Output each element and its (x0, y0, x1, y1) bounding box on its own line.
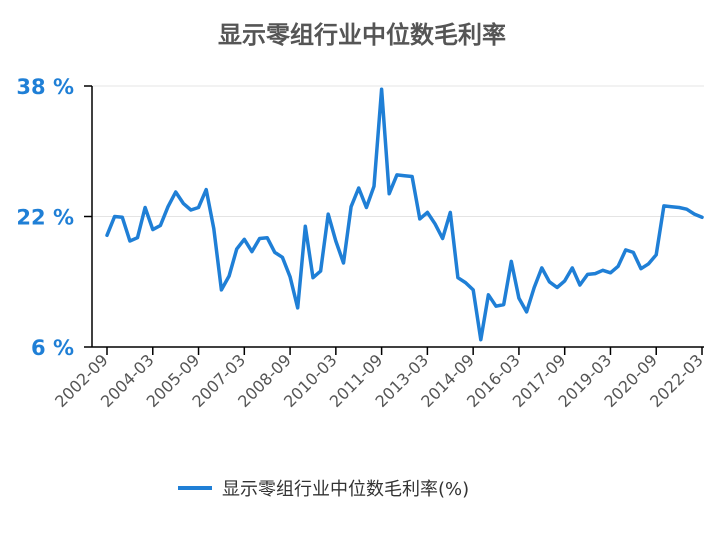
y-tick-label: 22 % (16, 206, 74, 230)
y-axis-ticks: 38 % 22 % 6 % (16, 75, 92, 360)
series-group (105, 87, 704, 342)
series-line (105, 87, 704, 342)
chart-title: 显示零组行业中位数毛利率 (218, 21, 506, 49)
x-axis-ticks: 2002-092004-032005-092007-032008-092010-… (51, 347, 707, 411)
y-tick-label: 6 % (31, 336, 74, 360)
legend: 显示零组行业中位数毛利率(%) (178, 479, 469, 500)
legend-label: 显示零组行业中位数毛利率(%) (222, 479, 469, 500)
grid-lines (92, 85, 704, 348)
y-tick-label: 38 % (16, 75, 74, 99)
